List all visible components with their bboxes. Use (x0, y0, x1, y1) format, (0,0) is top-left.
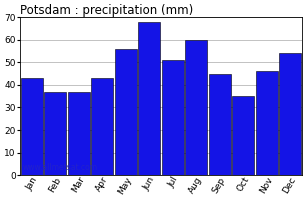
Bar (91, 78, 113, 175)
Bar (68, 92, 90, 175)
Text: www.allmetsat.com: www.allmetsat.com (23, 163, 98, 172)
Bar (115, 49, 136, 175)
Bar (44, 92, 66, 175)
Bar (185, 40, 207, 175)
Bar (232, 96, 254, 175)
Bar (256, 71, 278, 175)
Bar (21, 78, 43, 175)
Text: Potsdam : precipitation (mm): Potsdam : precipitation (mm) (20, 4, 193, 17)
Bar (162, 60, 184, 175)
Bar (209, 74, 230, 175)
Bar (138, 22, 160, 175)
Bar (279, 53, 301, 175)
